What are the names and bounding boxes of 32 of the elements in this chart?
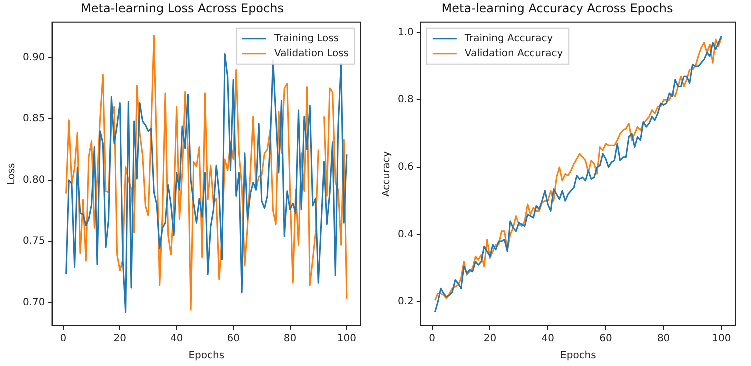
x-tick-label: 100 [712,334,732,345]
x-axis-title: Epochs [560,350,596,362]
x-axis-title: Epochs [188,350,225,362]
x-tick-label: 80 [284,334,297,345]
y-tick-label: 0.70 [23,297,46,308]
x-tick-label: 20 [114,334,127,345]
legend-label: Training Accuracy [464,33,554,44]
x-tick-label: 40 [542,334,554,345]
x-tick-label: 100 [337,334,357,345]
x-tick-label: 40 [170,334,184,345]
legend-label: Validation Loss [274,48,350,60]
x-tick-label: 60 [600,334,612,345]
legend-label: Validation Accuracy [464,48,564,60]
x-tick-label: 60 [227,334,240,345]
y-axis-title: Accuracy [382,151,393,198]
x-tick-label: 0 [60,334,67,345]
y-tick-label: 0.90 [23,52,46,64]
y-tick-label: 0.4 [398,229,414,240]
x-tick-label: 0 [429,334,436,345]
y-tick-label: 0.80 [23,174,46,186]
y-tick-label: 0.85 [23,114,46,125]
y-axis-title: Loss [6,163,18,186]
y-tick-label: 0.8 [398,94,414,106]
legend-label: Training Loss [274,33,340,44]
chart-title: Meta-learning Accuracy Across Epochs [442,1,674,16]
y-tick-label: 0.6 [398,162,414,174]
x-tick-label: 20 [484,334,497,345]
y-tick-label: 1.0 [398,27,414,38]
y-tick-label: 0.2 [398,296,414,308]
x-tick-label: 80 [657,334,670,345]
chart-title: Meta-learning Loss Across Epochs [81,1,284,16]
y-tick-label: 0.75 [23,236,46,248]
